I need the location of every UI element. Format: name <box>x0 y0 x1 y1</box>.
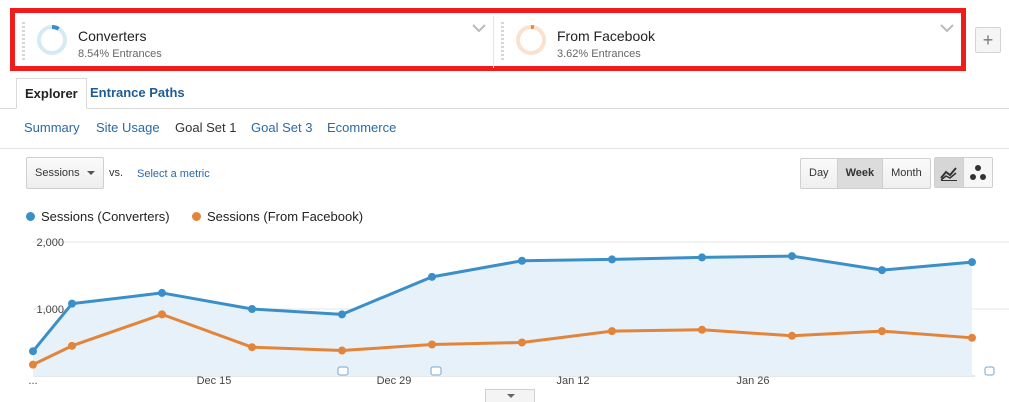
data-point[interactable] <box>29 360 37 369</box>
period-month-button[interactable]: Month <box>891 167 922 179</box>
data-point[interactable] <box>248 305 256 313</box>
legend-item-from-facebook[interactable]: Sessions (From Facebook) <box>192 209 363 224</box>
chart-type-selector <box>934 157 993 188</box>
segment-converters[interactable]: Converters 8.54% Entrances <box>20 16 494 68</box>
bubble-chart-icon <box>970 164 986 180</box>
segment-from-facebook[interactable]: From Facebook 3.62% Entrances <box>499 16 961 68</box>
data-point[interactable] <box>518 338 526 347</box>
x-tick-label: Jan 12 <box>556 375 589 387</box>
drag-handle[interactable] <box>501 22 504 60</box>
data-point[interactable] <box>68 341 76 350</box>
segment-percent-ring <box>37 25 67 55</box>
period-day-button[interactable]: Day <box>801 159 838 188</box>
tab-entrance-paths[interactable]: Entrance Paths <box>90 85 185 100</box>
chevron-down-icon[interactable] <box>939 22 955 34</box>
data-point[interactable] <box>788 331 796 340</box>
subnav-goal-set-1[interactable]: Goal Set 1 <box>175 120 237 135</box>
segment-name: Converters <box>78 28 147 44</box>
motion-chart-button[interactable] <box>963 158 992 187</box>
segment-percent-ring <box>516 25 546 55</box>
x-tick-label: Jan 26 <box>736 375 769 387</box>
data-point[interactable] <box>29 347 37 356</box>
converters-area <box>33 256 972 376</box>
line-chart-button[interactable] <box>935 158 963 187</box>
x-tick-label: ... <box>28 375 37 387</box>
y-tick-label: 2,000 <box>36 237 64 249</box>
data-point[interactable] <box>878 266 886 275</box>
ring-fill <box>516 25 546 55</box>
vs-label: vs. <box>109 167 124 179</box>
segment-subtitle: 8.54% Entrances <box>78 48 162 60</box>
data-point[interactable] <box>158 310 166 319</box>
data-point[interactable] <box>608 255 616 264</box>
select-metric-link[interactable]: Select a metric <box>137 168 210 180</box>
ring-track <box>37 25 67 55</box>
subnav-site-usage[interactable]: Site Usage <box>96 120 160 135</box>
data-point[interactable] <box>518 256 526 265</box>
ring-fill <box>37 25 67 55</box>
drag-handle[interactable] <box>22 22 25 60</box>
legend-dot <box>26 212 35 221</box>
y-tick-label: 1,000 <box>36 304 64 316</box>
data-point[interactable] <box>428 272 436 281</box>
legend-label: Sessions (Converters) <box>41 209 170 224</box>
add-segment-button[interactable]: + <box>975 27 1001 53</box>
legend-item-converters[interactable]: Sessions (Converters) <box>26 209 170 224</box>
data-point[interactable] <box>68 299 76 308</box>
data-point[interactable] <box>788 252 796 261</box>
data-point[interactable] <box>878 327 886 336</box>
data-point[interactable] <box>608 327 616 336</box>
ring-track <box>516 25 546 55</box>
data-point[interactable] <box>338 346 346 355</box>
period-selector: Day Week Month <box>800 158 931 189</box>
period-week-button[interactable]: Week <box>837 159 884 188</box>
annotation-marker-icon[interactable] <box>430 366 442 376</box>
data-point[interactable] <box>338 310 346 319</box>
subnav-ecommerce[interactable]: Ecommerce <box>327 120 397 135</box>
segments-bar: Converters 8.54% Entrances From Facebook… <box>10 8 966 71</box>
series-line-1 <box>32 312 973 366</box>
segment-name: From Facebook <box>557 28 656 44</box>
tab-explorer[interactable]: Explorer <box>16 78 87 109</box>
data-point[interactable] <box>158 288 166 297</box>
caret-down-icon <box>87 171 95 175</box>
segment-subtitle: 3.62% Entrances <box>557 48 641 60</box>
metric-dropdown-value: Sessions <box>35 167 80 179</box>
annotation-marker-icon[interactable] <box>984 366 995 376</box>
subnav-goal-set-3[interactable]: Goal Set 3 <box>251 120 313 135</box>
metric-dropdown[interactable]: Sessions <box>26 157 104 189</box>
subnav-summary[interactable]: Summary <box>24 120 80 135</box>
data-point[interactable] <box>968 333 976 342</box>
tab-bar: Explorer Entrance Paths <box>0 78 1009 109</box>
data-point[interactable] <box>698 253 706 262</box>
line-chart-icon <box>940 166 957 181</box>
x-tick-label: Dec 29 <box>377 375 412 387</box>
legend-dot <box>192 212 201 221</box>
divider <box>0 148 1009 149</box>
sessions-line-chart: 2,000 1,000... Dec 15 Dec 29 Jan 12 Jan 26 <box>28 237 1009 387</box>
chevron-down-icon[interactable] <box>471 22 487 34</box>
x-tick-label: Dec 15 <box>197 375 232 387</box>
data-point[interactable] <box>428 340 436 349</box>
expand-chart-handle[interactable] <box>485 389 535 402</box>
data-point[interactable] <box>248 343 256 352</box>
data-point[interactable] <box>698 325 706 334</box>
legend-label: Sessions (From Facebook) <box>207 209 364 224</box>
annotation-marker-icon[interactable] <box>337 366 349 376</box>
series-line-0 <box>31 254 973 353</box>
data-point[interactable] <box>968 258 976 267</box>
